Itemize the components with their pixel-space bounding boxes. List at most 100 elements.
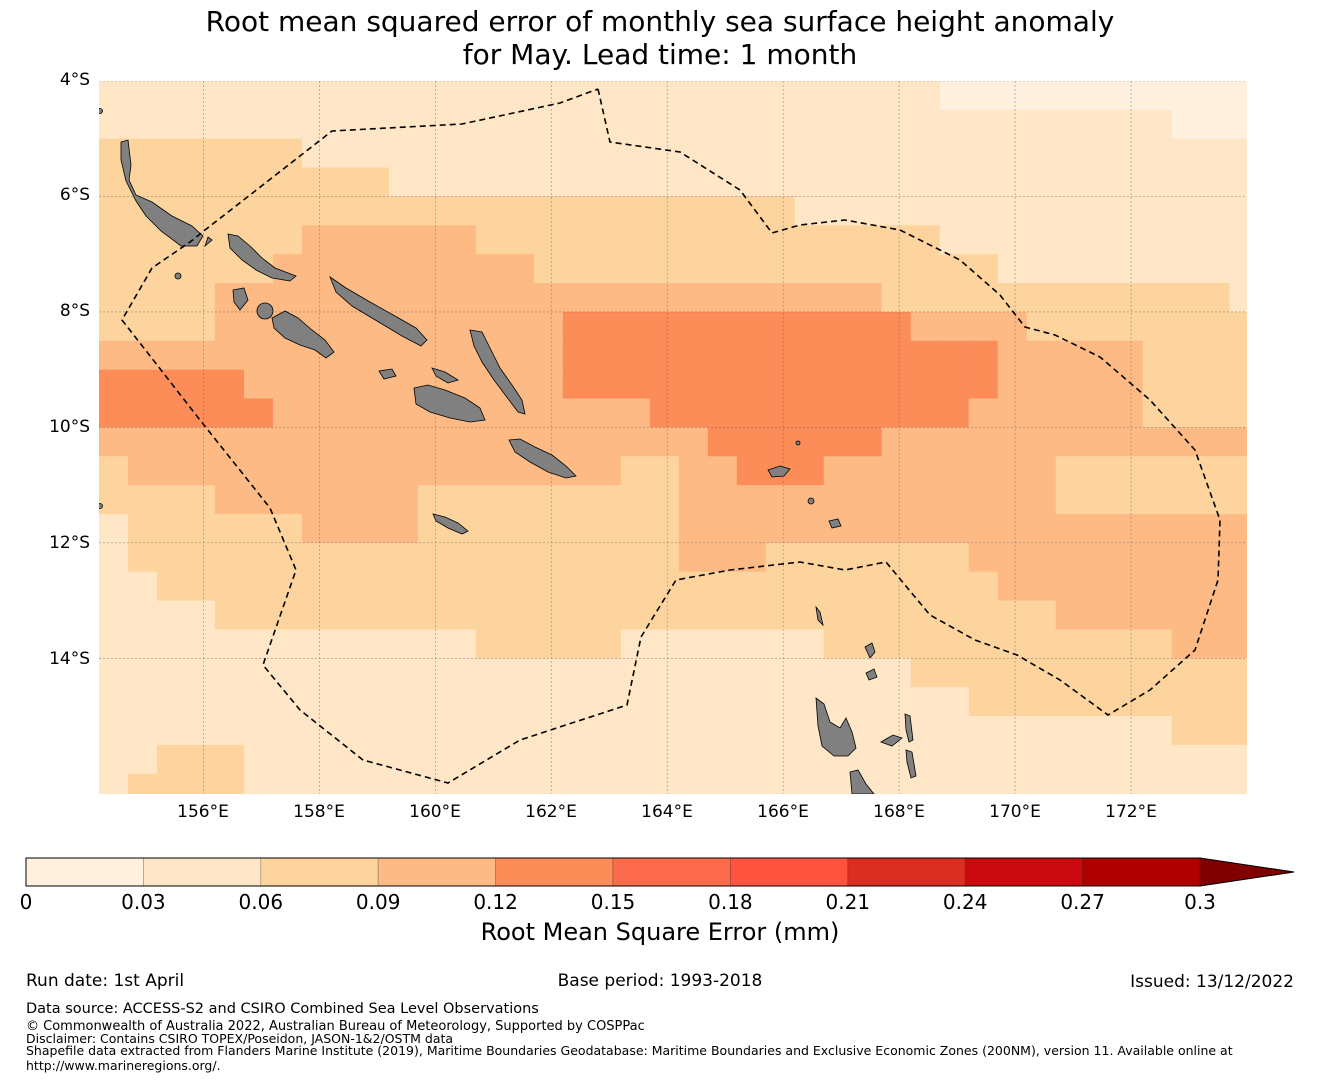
rmse-cell xyxy=(794,81,825,111)
rmse-cell xyxy=(1171,340,1202,371)
rmse-cell xyxy=(765,629,796,659)
rmse-cell xyxy=(301,167,332,198)
rmse-cell xyxy=(533,571,564,602)
rmse-cell xyxy=(997,138,1028,169)
rmse-cell xyxy=(1084,369,1115,400)
rmse-cell xyxy=(591,311,622,342)
rmse-cell xyxy=(1200,542,1231,573)
rmse-cell xyxy=(504,340,535,371)
issued-date: Issued: 13/12/2022 xyxy=(1130,972,1294,992)
lon-label: 156°E xyxy=(177,802,229,822)
rmse-cell xyxy=(939,254,970,284)
rmse-cell xyxy=(997,600,1028,631)
rmse-cell xyxy=(997,629,1028,659)
rmse-cell xyxy=(272,687,303,717)
rmse-cell xyxy=(620,138,651,169)
rmse-cell xyxy=(1113,138,1144,169)
rmse-cell xyxy=(533,167,564,198)
rmse-cell xyxy=(1084,138,1115,169)
rmse-cell xyxy=(272,109,303,140)
marineregions-link[interactable]: http://www.marineregions.org/. xyxy=(26,1058,221,1073)
rmse-cell xyxy=(678,513,709,544)
eez-boundary xyxy=(121,88,1221,784)
rmse-cell xyxy=(620,600,651,631)
rmse-cell xyxy=(562,716,593,746)
rmse-cell xyxy=(1229,138,1247,169)
rmse-cell xyxy=(1171,398,1202,428)
rmse-cell xyxy=(504,138,535,169)
rmse-cell xyxy=(852,311,883,342)
rmse-cell xyxy=(939,398,970,428)
rmse-cell xyxy=(881,542,912,573)
rmse-cell xyxy=(1026,311,1057,342)
rmse-cell xyxy=(939,109,970,140)
rmse-cell xyxy=(388,687,419,717)
rmse-cell xyxy=(852,225,883,255)
rmse-cell xyxy=(997,716,1028,746)
rmse-cell xyxy=(881,658,912,688)
rmse-cell xyxy=(1026,398,1057,428)
rmse-cell xyxy=(939,571,970,602)
rmse-cell xyxy=(185,369,216,400)
rmse-cell xyxy=(330,369,361,400)
rmse-cell xyxy=(127,773,158,794)
rmse-cell xyxy=(1055,571,1086,602)
rmse-cell xyxy=(475,109,506,140)
colorbar-segment xyxy=(847,857,966,887)
rmse-cell xyxy=(852,398,883,428)
rmse-cell xyxy=(330,311,361,342)
rmse-cell xyxy=(591,456,622,486)
rmse-cell xyxy=(1113,283,1144,313)
rmse-cell xyxy=(185,81,216,111)
rmse-cell xyxy=(881,167,912,198)
rmse-cell xyxy=(185,283,216,313)
rmse-cell xyxy=(417,629,448,659)
rmse-cell xyxy=(968,687,999,717)
rmse-cell xyxy=(649,427,680,457)
island xyxy=(828,518,842,529)
rmse-cell xyxy=(649,340,680,371)
rmse-cell xyxy=(214,773,245,794)
rmse-cell xyxy=(562,283,593,313)
rmse-cell xyxy=(910,398,941,428)
colorbar-outline xyxy=(25,857,1295,887)
rmse-cell xyxy=(243,340,274,371)
rmse-cell xyxy=(881,81,912,111)
rmse-cell xyxy=(446,456,477,486)
rmse-cell xyxy=(765,109,796,140)
lat-label: 4°S xyxy=(59,70,90,90)
rmse-cell xyxy=(1113,542,1144,573)
title-line-1: Root mean squared error of monthly sea s… xyxy=(205,5,1115,38)
rmse-cell xyxy=(678,658,709,688)
rmse-cell xyxy=(504,629,535,659)
rmse-cell xyxy=(243,196,274,226)
rmse-cell xyxy=(156,138,187,169)
rmse-cell xyxy=(939,196,970,226)
rmse-cell xyxy=(214,542,245,573)
rmse-cell xyxy=(620,427,651,457)
rmse-cell xyxy=(591,485,622,515)
rmse-cell xyxy=(99,716,129,746)
rmse-cell xyxy=(649,109,680,140)
rmse-cell xyxy=(301,744,332,775)
rmse-cell xyxy=(504,716,535,746)
rmse-cell xyxy=(504,571,535,602)
rmse-cell xyxy=(475,773,506,794)
rmse-cell xyxy=(185,571,216,602)
rmse-cell xyxy=(649,398,680,428)
rmse-cell xyxy=(823,254,854,284)
rmse-cell xyxy=(214,340,245,371)
rmse-cell xyxy=(1142,744,1173,775)
colorbar-segment xyxy=(730,857,849,887)
rmse-cell xyxy=(475,513,506,544)
data-source: Data source: ACCESS-S2 and CSIRO Combine… xyxy=(26,1001,539,1017)
rmse-cell xyxy=(301,629,332,659)
rmse-cell xyxy=(272,427,303,457)
rmse-cell xyxy=(99,109,129,140)
rmse-cell xyxy=(620,716,651,746)
island xyxy=(378,368,397,380)
rmse-cell xyxy=(272,456,303,486)
rmse-cell xyxy=(388,427,419,457)
rmse-cell xyxy=(156,109,187,140)
rmse-cell xyxy=(533,542,564,573)
